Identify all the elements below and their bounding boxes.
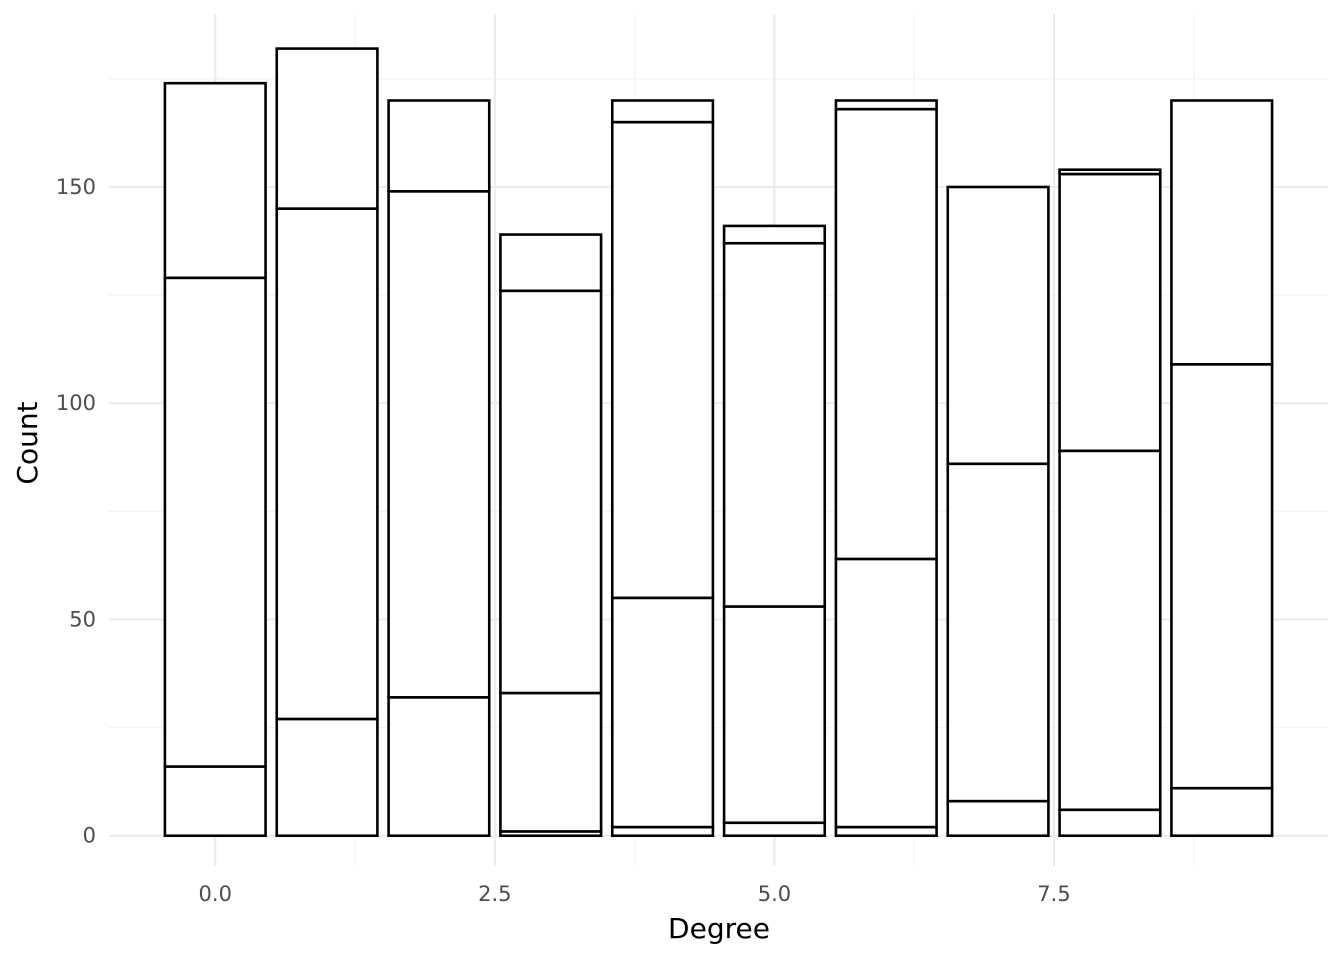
bar-segment — [499, 691, 603, 833]
y-tick-label: 50 — [69, 607, 96, 631]
x-tick-label: 2.5 — [478, 882, 511, 906]
bar-segment — [1170, 786, 1274, 838]
bar-stack — [610, 99, 715, 838]
bar-segment — [387, 696, 491, 838]
bar-segment — [722, 241, 827, 608]
bar-segment — [387, 190, 491, 699]
bar-stack — [722, 224, 827, 838]
bar-segment — [834, 557, 938, 829]
bar-segment — [610, 596, 715, 829]
bar-segment — [499, 289, 603, 695]
bar-segment — [499, 233, 603, 293]
x-axis-title: Degree — [668, 912, 770, 945]
bar-segment — [275, 207, 379, 721]
y-tick-label: 0 — [83, 824, 96, 848]
bar-segment — [722, 224, 827, 245]
x-tick-labels: 0.0 2.5 5.0 7.5 — [199, 882, 1071, 906]
bar-segment — [275, 47, 379, 210]
bar-segment — [1170, 99, 1274, 366]
bar-stack — [387, 99, 491, 838]
bar-segment — [946, 462, 1050, 803]
y-axis-title: Count — [11, 401, 44, 484]
bar-segment — [1170, 363, 1274, 790]
y-tick-label: 150 — [56, 175, 96, 199]
bar-segment — [946, 799, 1050, 838]
bar-stack — [1058, 168, 1162, 838]
bar-segment — [1058, 808, 1162, 838]
bar-stack — [499, 233, 603, 838]
bar-segment — [1058, 172, 1162, 453]
bar-segment — [275, 717, 379, 838]
bar-segment — [610, 99, 715, 124]
x-tick-label: 7.5 — [1037, 882, 1070, 906]
bar-stack — [834, 99, 938, 838]
bar-segment — [1058, 449, 1162, 812]
bar-stack — [275, 47, 379, 838]
bar-segment — [834, 107, 938, 561]
bar-segment — [834, 99, 938, 111]
bar-segment — [722, 821, 827, 838]
x-tick-label: 0.0 — [199, 882, 232, 906]
bar-segment — [946, 185, 1050, 466]
bar-segment — [387, 99, 491, 193]
y-tick-label: 100 — [56, 391, 96, 415]
bar-segment — [163, 81, 267, 280]
y-tick-labels: 0 50 100 150 — [56, 175, 96, 848]
bar-stack — [1170, 99, 1274, 838]
bar-segment — [163, 765, 267, 838]
bar-stack — [163, 81, 267, 838]
bar-segment — [1058, 168, 1162, 176]
bar-segment — [163, 276, 267, 768]
bar-segment — [610, 120, 715, 600]
bars — [163, 47, 1274, 838]
bar-stack — [946, 185, 1050, 838]
x-tick-label: 5.0 — [758, 882, 791, 906]
bar-segment — [722, 605, 827, 825]
